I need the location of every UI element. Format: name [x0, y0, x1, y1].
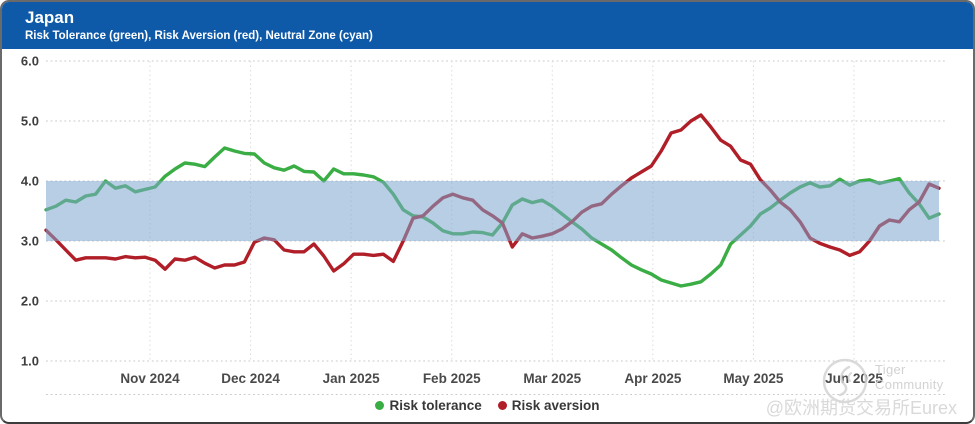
neutral-zone-band: [46, 181, 939, 241]
green-dot-icon: [375, 401, 385, 410]
y-tick-label: 1.0: [21, 354, 39, 369]
y-tick-label: 4.0: [21, 174, 39, 189]
x-tick-label: Mar 2025: [523, 371, 581, 386]
legend-item-risk-aversion: Risk aversion: [497, 398, 600, 413]
y-tick-label: 5.0: [21, 114, 39, 129]
legend-label: Risk aversion: [511, 398, 600, 413]
red-dot-icon: [497, 401, 507, 410]
x-tick-label: Dec 2024: [221, 371, 280, 386]
chart-title: Japan: [25, 8, 75, 27]
chart-legend: Risk tolerance Risk aversion: [2, 398, 973, 413]
y-tick-label: 2.0: [21, 294, 39, 309]
legend-item-risk-tolerance: Risk tolerance: [375, 398, 482, 413]
chart-subtitle: Risk Tolerance (green), Risk Aversion (r…: [25, 30, 373, 42]
y-tick-label: 6.0: [21, 54, 39, 69]
y-tick-label: 3.0: [21, 234, 39, 249]
x-tick-label: Jun 2025: [825, 371, 883, 386]
line-chart: 6.0 5.0 4.0 3.0 2.0 1.0 Nov 2024 Dec 2024 Jan 20…: [21, 54, 945, 395]
x-tick-label: Nov 2024: [120, 371, 180, 386]
chart-header: Japan Risk Tolerance (green), Risk Avers…: [2, 2, 973, 49]
x-tick-label: May 2025: [723, 371, 784, 386]
x-tick-label: Jan 2025: [323, 371, 381, 386]
x-tick-label: Apr 2025: [624, 371, 682, 386]
legend-label: Risk tolerance: [389, 398, 482, 413]
x-tick-label: Feb 2025: [423, 371, 481, 386]
